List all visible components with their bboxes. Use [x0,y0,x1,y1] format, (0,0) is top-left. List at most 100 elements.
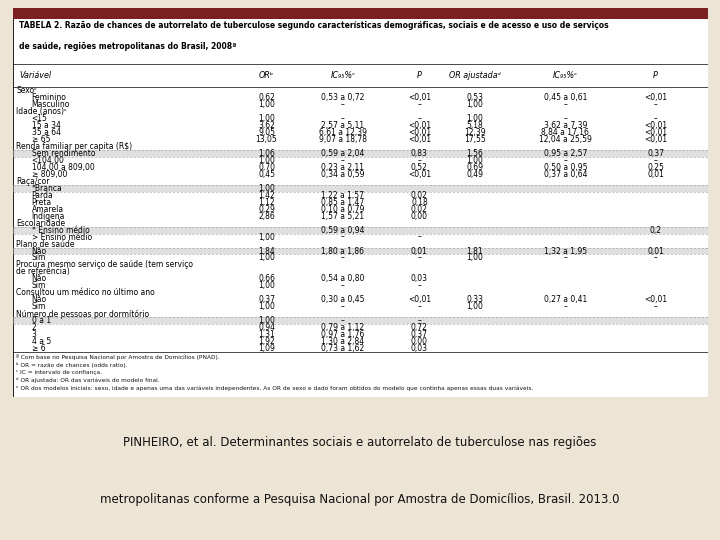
Text: 1,56: 1,56 [467,149,483,158]
Text: ᵇ OR = razão de chances (odds ratio).: ᵇ OR = razão de chances (odds ratio). [17,362,128,368]
Text: Preta: Preta [32,198,52,207]
Bar [13,318,708,325]
Text: ≥ 809,00: ≥ 809,00 [32,170,67,179]
Text: <0,01: <0,01 [408,128,431,137]
Text: Procura mesmo serviço de saúde (tem serviço: Procura mesmo serviço de saúde (tem serv… [17,260,194,269]
Text: –: – [563,302,567,312]
Text: ORᵇ: ORᵇ [259,71,274,80]
Bar [13,8,708,19]
Text: 3,62 a 7,39: 3,62 a 7,39 [544,121,587,130]
Text: 0,2: 0,2 [649,226,662,234]
Text: 17,55: 17,55 [464,135,486,144]
Text: 0,34 a 0,59: 0,34 a 0,59 [321,170,365,179]
Text: Consultou um médico no último ano: Consultou um médico no último ano [17,288,156,298]
Text: 1,00: 1,00 [467,302,483,312]
Text: 1,22 a 1,57: 1,22 a 1,57 [322,191,364,200]
Text: 0,66: 0,66 [258,274,275,284]
Text: –: – [563,100,567,109]
Text: –: – [563,114,567,123]
Text: Idade (anos)ᶜ: Idade (anos)ᶜ [17,107,67,116]
Text: Número de pessoas por dormítório: Número de pessoas por dormítório [17,309,150,319]
Text: 0,37: 0,37 [258,295,275,305]
Text: 12,04 a 25,59: 12,04 a 25,59 [539,135,592,144]
Text: 1,00: 1,00 [258,316,275,325]
Text: 0,59 a 2,04: 0,59 a 2,04 [321,149,364,158]
Text: –: – [341,233,345,241]
Text: Não: Não [32,246,47,255]
Text: 0,01: 0,01 [647,246,664,255]
Text: 0,79 a 1,12: 0,79 a 1,12 [321,323,364,332]
Text: 1,00: 1,00 [467,156,483,165]
Text: –: – [563,156,567,165]
Text: de saúde, regiões metropolitanas do Brasil, 2008ª: de saúde, regiões metropolitanas do Bras… [19,42,236,51]
Text: 1,30 a 2,84: 1,30 a 2,84 [321,337,364,346]
Text: 0,97 a 1,76: 0,97 a 1,76 [321,330,364,339]
Text: –: – [654,302,657,312]
Text: –: – [418,114,421,123]
Text: 0,37: 0,37 [647,149,664,158]
Text: 0,45 a 0,61: 0,45 a 0,61 [544,93,587,102]
Text: 0,59 a 0,94: 0,59 a 0,94 [321,226,365,234]
Text: 1,00: 1,00 [258,302,275,312]
Text: 4 a 5: 4 a 5 [32,337,51,346]
Text: 0,53 a 0,72: 0,53 a 0,72 [321,93,364,102]
Text: 0,53: 0,53 [467,93,484,102]
Text: 1,81: 1,81 [467,246,483,255]
Text: IC₉₅%ᶜ: IC₉₅%ᶜ [330,71,356,80]
Text: 1,00: 1,00 [258,184,275,193]
Text: de referência): de referência) [17,267,70,276]
Text: –: – [341,281,345,291]
Text: 0,52: 0,52 [411,163,428,172]
Text: 0,02: 0,02 [411,205,428,214]
Text: 2,57 a 5,11: 2,57 a 5,11 [321,121,364,130]
Text: metropolitanas conforme a Pesquisa Nacional por Amostra de Domicílios, Brasil. 2: metropolitanas conforme a Pesquisa Nacio… [100,494,620,507]
Text: 0,18: 0,18 [411,198,428,207]
Text: Sim: Sim [32,281,46,291]
Text: 1,00: 1,00 [467,253,483,262]
Text: –: – [654,100,657,109]
Text: 0,00: 0,00 [411,337,428,346]
Text: –: – [341,100,345,109]
Text: –: – [341,316,345,325]
Text: 0,72: 0,72 [411,323,428,332]
Text: Sexoᶜ: Sexoᶜ [17,86,37,95]
Bar [13,150,708,157]
Text: –: – [418,233,421,241]
Text: 0,00: 0,00 [411,212,428,221]
Text: 13,05: 13,05 [256,135,277,144]
Text: Não: Não [32,274,47,284]
Text: –: – [418,281,421,291]
Text: ᶜ IC = intervalo de confiança.: ᶜ IC = intervalo de confiança. [17,370,102,375]
Text: 0,10 a 0,79: 0,10 a 0,79 [321,205,364,214]
Text: 1,92: 1,92 [258,337,275,346]
Text: 0,69: 0,69 [467,163,484,172]
Text: 1,12: 1,12 [258,198,275,207]
Text: 2: 2 [32,323,37,332]
Text: 0,01: 0,01 [647,170,664,179]
Text: Feminino: Feminino [32,93,66,102]
Text: 1,57 a 5,21: 1,57 a 5,21 [321,212,364,221]
Text: –: – [418,156,421,165]
Text: <0,01: <0,01 [408,135,431,144]
Text: Sim: Sim [32,253,46,262]
Text: –: – [418,100,421,109]
Text: > Ensino médio: > Ensino médio [32,233,92,241]
Text: 6,61 a 12,39: 6,61 a 12,39 [319,128,367,137]
Bar [13,185,708,192]
Text: –: – [341,253,345,262]
Text: <104,00: <104,00 [32,156,65,165]
Text: * Ensino médio: * Ensino médio [32,226,89,234]
Text: ª Com base no Pesquisa Nacional por Amostra de Domicílios (PNAD).: ª Com base no Pesquisa Nacional por Amos… [17,354,220,360]
Text: 0,70: 0,70 [258,163,275,172]
Text: <0,01: <0,01 [408,295,431,305]
Text: Não: Não [32,295,47,305]
Text: 0,45: 0,45 [258,170,275,179]
Text: <0,01: <0,01 [408,121,431,130]
Text: OR ajustadaᵈ: OR ajustadaᵈ [449,71,501,80]
Text: –: – [418,302,421,312]
Text: 1,00: 1,00 [467,100,483,109]
Text: Masculino: Masculino [32,100,70,109]
Text: 0,94: 0,94 [258,323,275,332]
Text: 1,00: 1,00 [258,281,275,291]
Text: ≥ 65: ≥ 65 [32,135,50,144]
